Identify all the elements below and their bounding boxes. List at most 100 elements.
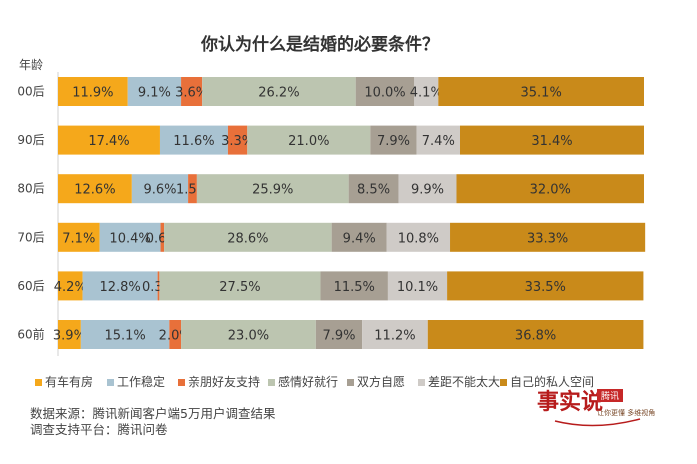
data-label: 25.9% — [252, 183, 293, 198]
bar-segment — [227, 125, 248, 155]
bar-segment — [370, 125, 417, 155]
bar-segment — [196, 174, 349, 204]
bar-segment — [159, 125, 228, 155]
category-label: 70后 — [17, 230, 44, 244]
bar-segment — [164, 222, 332, 252]
chart-title: 你认为什么是结婚的必要条件？ — [200, 34, 439, 55]
legend: 有车有房 工作稳定 亲朋好友支持 感情好就行 双方自愿 差距不能太大 自己的私人空间 — [35, 374, 594, 389]
bar-segment — [450, 222, 646, 252]
data-label: 9.4% — [343, 231, 376, 246]
data-label: 7.4% — [422, 134, 455, 149]
legend-label: 双方自愿 — [357, 374, 405, 389]
data-label: 35.1% — [521, 86, 562, 101]
legend-swatch — [500, 379, 507, 386]
data-label: 28.6% — [227, 231, 268, 246]
category-label: 90后 — [17, 133, 44, 147]
data-label: 11.6% — [173, 134, 214, 149]
footer: 数据来源：腾讯新闻客户端5万用户调查结果 调查支持平台：腾讯问卷 — [30, 406, 275, 438]
category-label: 00后 — [17, 85, 44, 99]
data-label: 3.6% — [175, 86, 208, 101]
legend-label: 自己的私人空间 — [510, 374, 594, 389]
bar-segment — [58, 222, 100, 252]
bar-segment — [331, 222, 387, 252]
data-label: 4.2% — [54, 280, 87, 295]
legend-label: 有车有房 — [45, 374, 93, 389]
bar-segment — [348, 174, 399, 204]
bar-segment — [386, 222, 451, 252]
data-label: 3.9% — [53, 329, 86, 344]
data-label: 33.5% — [525, 280, 566, 295]
legend-swatch — [178, 379, 185, 386]
data-label: 7.1% — [62, 231, 95, 246]
data-label: 11.5% — [334, 280, 375, 295]
data-label: 9.9% — [411, 183, 444, 198]
bar-segment — [58, 125, 160, 155]
data-label: 15.1% — [104, 329, 145, 344]
bar-segment — [362, 320, 428, 349]
bar-segment — [159, 271, 321, 301]
data-label: 10.4% — [109, 231, 150, 246]
bar-segment — [247, 125, 371, 155]
legend-label: 亲朋好友支持 — [188, 374, 260, 389]
legend-label: 感情好就行 — [278, 374, 338, 389]
watermark-tagline: 让你更懂 多维视角 — [597, 408, 655, 417]
legend-swatch — [107, 379, 114, 386]
bar-segment — [387, 271, 448, 301]
bar-segment — [320, 271, 388, 301]
bar-segment — [58, 174, 132, 204]
data-label: 26.2% — [258, 86, 299, 101]
bar-segment — [127, 77, 182, 106]
data-label: 23.0% — [228, 329, 269, 344]
data-label: 7.9% — [377, 134, 410, 149]
data-label: 9.1% — [138, 86, 171, 101]
bar-segment — [181, 320, 316, 349]
bar-segment — [58, 77, 128, 106]
bar-segment — [427, 320, 644, 349]
legend-swatch — [35, 379, 42, 386]
bar-segment — [181, 77, 203, 106]
bar-segment — [80, 320, 170, 349]
data-label: 21.0% — [288, 134, 329, 149]
data-label: 31.4% — [531, 134, 572, 149]
bar-segment — [414, 77, 439, 106]
legend-swatch — [347, 379, 354, 386]
bar-segment — [160, 222, 165, 252]
bar-segment — [82, 271, 158, 301]
data-label: 3.3% — [221, 134, 254, 149]
data-label: 7.9% — [322, 329, 355, 344]
bar-segment — [456, 174, 644, 204]
data-label: 32.0% — [530, 183, 571, 198]
bar-segment — [131, 174, 189, 204]
data-label: 12.6% — [74, 183, 115, 198]
data-label: 10.1% — [397, 280, 438, 295]
data-label: 10.0% — [364, 86, 405, 101]
bar-segment — [355, 77, 415, 106]
data-label: 10.8% — [398, 231, 439, 246]
data-label: 8.5% — [357, 183, 390, 198]
watermark-badge: 腾讯 — [601, 390, 619, 402]
bar-segment — [202, 77, 356, 106]
data-label: 4.1% — [410, 86, 443, 101]
category-label: 60前 — [17, 327, 44, 342]
legend-label: 差距不能太大 — [428, 374, 500, 389]
category-label: 80后 — [17, 182, 44, 196]
bar-segment — [315, 320, 363, 349]
legend-swatch — [268, 379, 275, 386]
data-label: 9.6% — [143, 183, 176, 198]
watermark-logo: 事实说 腾讯 让你更懂 多维视角 — [537, 389, 655, 427]
category-label: 60后 — [17, 279, 44, 293]
bar-segment — [157, 271, 160, 301]
data-label: 17.4% — [88, 134, 129, 149]
bar-segment — [58, 271, 83, 301]
bar-segment — [416, 125, 460, 155]
data-label: 12.8% — [99, 280, 140, 295]
bar-segment — [169, 320, 182, 349]
bar-segment — [58, 320, 81, 349]
bar-segment — [438, 77, 644, 106]
data-label: 11.9% — [72, 86, 113, 101]
data-label: 27.5% — [219, 280, 260, 295]
legend-swatch — [418, 379, 425, 386]
data-label: 11.2% — [374, 329, 415, 344]
y-axis-title: 年龄 — [19, 58, 43, 72]
